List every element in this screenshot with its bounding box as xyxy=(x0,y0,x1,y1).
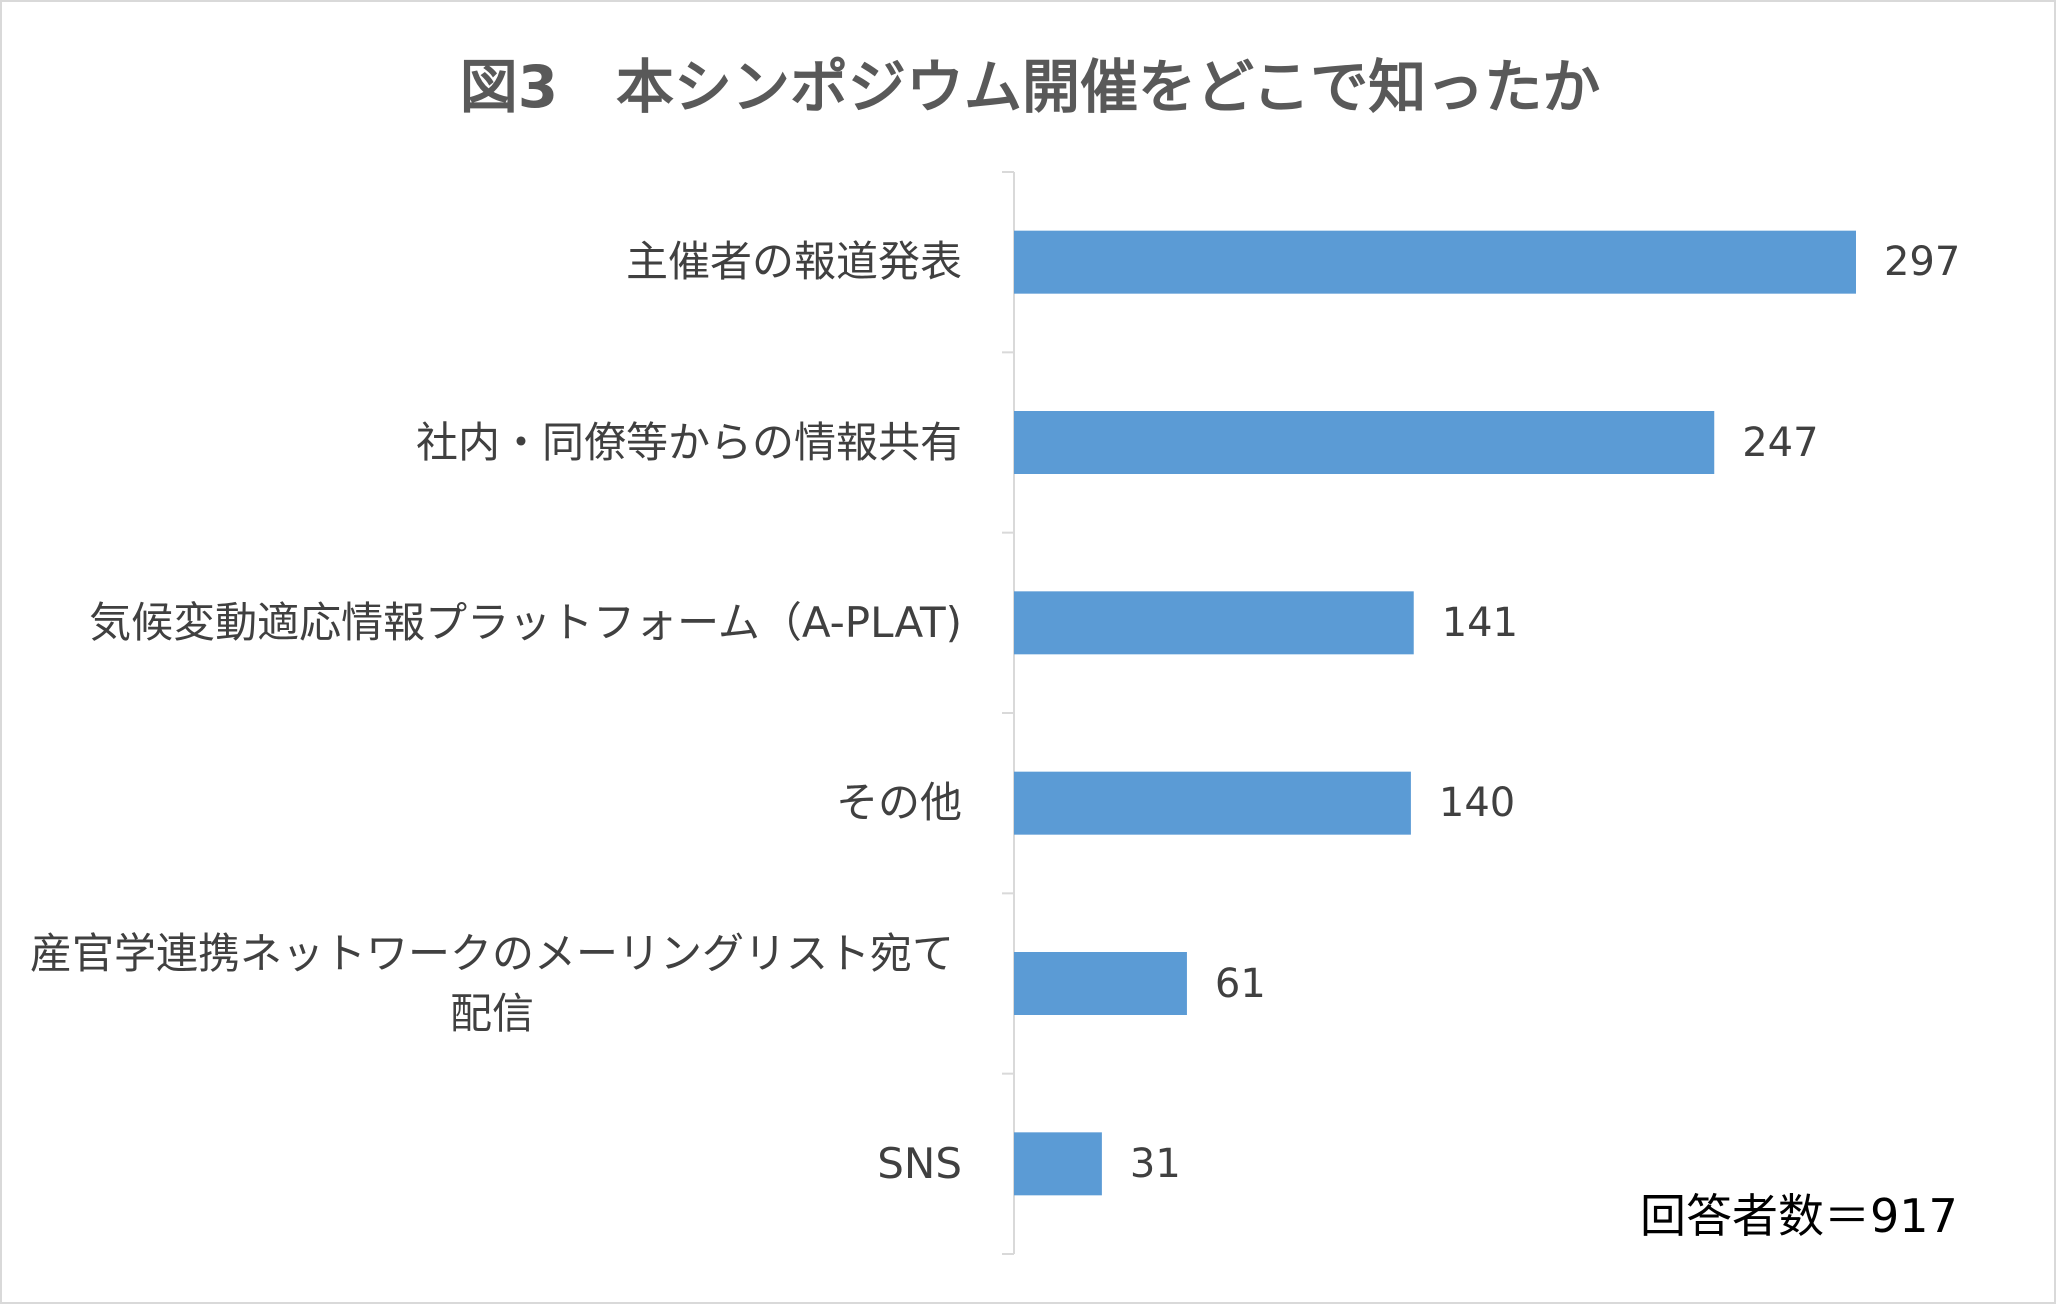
category-label: 主催者の報道発表 xyxy=(22,232,962,292)
category-text: 気候変動適応情報プラットフォーム（A-PLAT) xyxy=(89,597,962,647)
bar xyxy=(1014,591,1414,655)
value-label: 297 xyxy=(1883,239,1961,286)
category-text: 産官学連携ネットワークのメーリングリスト宛て配信 xyxy=(29,928,954,1038)
value-label: 31 xyxy=(1129,1140,1181,1187)
bar xyxy=(1014,411,1715,474)
category-label: 産官学連携ネットワークのメーリングリスト宛て配信 xyxy=(22,924,962,1044)
chart-title: 図3 本シンポジウム開催をどこで知ったか xyxy=(459,53,1601,121)
bar xyxy=(1014,952,1187,1015)
category-label: 社内・同僚等からの情報共有 xyxy=(22,413,962,473)
category-label: 気候変動適応情報プラットフォーム（A-PLAT) xyxy=(22,593,962,653)
value-label: 247 xyxy=(1742,419,1819,466)
category-label: SNS xyxy=(22,1134,962,1194)
category-label: その他 xyxy=(22,773,962,833)
category-text: その他 xyxy=(835,778,962,828)
category-text: 社内・同僚等からの情報共有 xyxy=(415,417,962,467)
bar xyxy=(1014,230,1856,294)
value-label: 140 xyxy=(1438,780,1516,827)
category-text: 主催者の報道発表 xyxy=(625,237,962,287)
bar xyxy=(1014,1132,1102,1196)
bar xyxy=(1014,771,1411,835)
annotation: 回答者数＝917 xyxy=(1640,1189,1958,1243)
category-text: SNS xyxy=(877,1138,962,1188)
value-label: 61 xyxy=(1214,960,1266,1007)
value-label: 141 xyxy=(1441,599,1519,646)
